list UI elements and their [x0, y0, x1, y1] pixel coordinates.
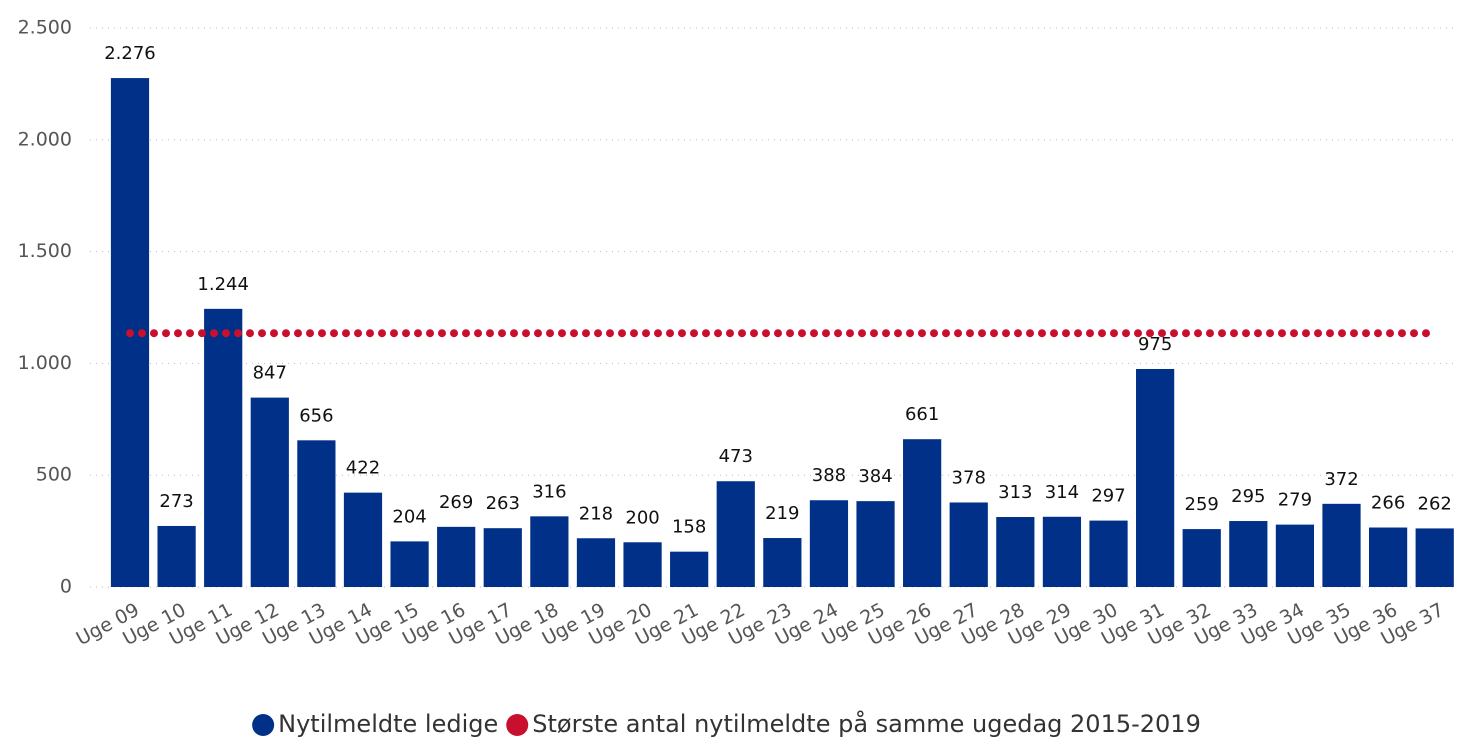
bar: [157, 525, 196, 587]
bar: [390, 541, 429, 587]
bar: [1415, 528, 1454, 587]
value-label: 372: [1324, 469, 1358, 490]
bar: [297, 440, 336, 587]
bar: [1275, 524, 1315, 587]
y-tick-label: 500: [36, 464, 72, 486]
bar: [1136, 368, 1175, 587]
value-label: 314: [1045, 482, 1079, 503]
bar: [1229, 521, 1268, 587]
value-label: 262: [1418, 493, 1452, 514]
bar: [483, 528, 522, 587]
bar: [1369, 527, 1408, 587]
bar: [576, 538, 616, 587]
value-label: 661: [905, 404, 939, 425]
bar: [996, 517, 1035, 587]
bar: [856, 501, 895, 587]
legend-label: Nytilmeldte ledige: [278, 710, 498, 738]
bar: [1322, 503, 1361, 587]
value-label: 378: [952, 467, 986, 488]
value-label: 422: [346, 458, 380, 479]
value-label: 316: [532, 481, 566, 502]
bar: [670, 551, 709, 587]
value-label: 297: [1091, 486, 1125, 507]
value-label: 1.244: [197, 274, 249, 295]
bar: [343, 492, 383, 587]
legend-label: Største antal nytilmeldte på samme ugeda…: [532, 709, 1201, 738]
value-label: 218: [579, 503, 613, 524]
y-tick-label: 2.000: [18, 128, 72, 150]
value-label: 158: [672, 517, 706, 538]
bar: [763, 538, 802, 587]
value-label: 269: [439, 492, 473, 513]
bar: [530, 516, 569, 587]
legend-marker: [506, 714, 529, 736]
value-label: 975: [1138, 334, 1172, 355]
value-label: 263: [486, 493, 520, 514]
bar: [1042, 516, 1082, 587]
value-label: 847: [253, 363, 287, 384]
value-label: 273: [159, 491, 193, 512]
y-tick-label: 0: [60, 576, 72, 598]
bar: [903, 439, 942, 587]
value-label: 656: [299, 405, 333, 426]
value-label: 219: [765, 503, 799, 524]
bar: [1089, 520, 1128, 587]
value-label: 2.276: [104, 43, 156, 64]
value-label: 388: [812, 465, 846, 486]
value-label: 200: [625, 507, 659, 528]
value-label: 204: [392, 506, 426, 527]
bar: [204, 308, 243, 587]
y-tick-label: 2.500: [18, 17, 72, 39]
value-label: 295: [1231, 486, 1265, 507]
bar: [623, 542, 662, 587]
value-label: 384: [858, 466, 892, 487]
bar: [949, 502, 988, 587]
legend: Nytilmeldte ledige Største antal nytilmel…: [252, 709, 1201, 738]
bar: [437, 526, 476, 587]
bar: [809, 500, 849, 587]
value-label: 266: [1371, 493, 1405, 514]
value-label: 279: [1278, 490, 1312, 511]
bar: [716, 481, 755, 587]
bar: [1182, 529, 1221, 587]
value-label: 313: [998, 482, 1032, 503]
value-label: 259: [1185, 494, 1219, 515]
y-tick-label: 1.000: [18, 352, 72, 374]
bar: [250, 397, 289, 587]
y-tick-label: 1.500: [18, 240, 72, 262]
legend-marker: [252, 714, 275, 736]
value-label: 473: [719, 446, 753, 467]
